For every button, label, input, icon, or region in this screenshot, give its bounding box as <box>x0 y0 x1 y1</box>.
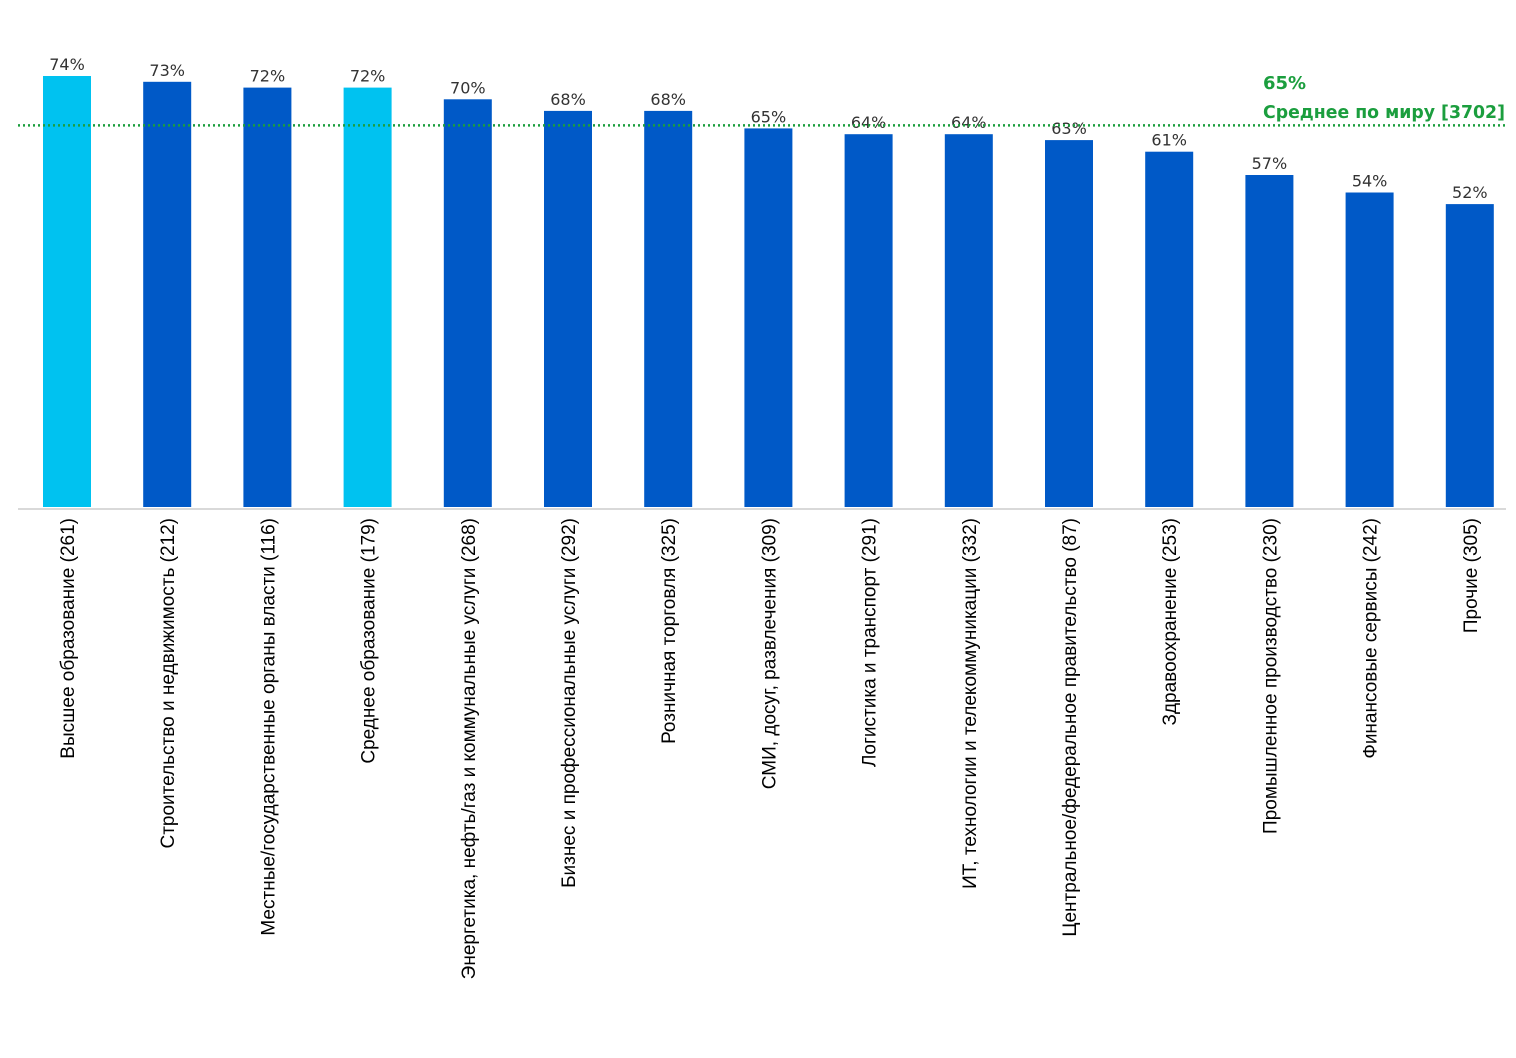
bar-value-label: 64% <box>951 113 987 132</box>
bar <box>343 87 392 507</box>
bar <box>43 76 91 507</box>
bar <box>1145 151 1194 507</box>
bar-value-label: 74% <box>49 55 85 74</box>
bar <box>443 99 492 508</box>
bar <box>644 110 693 508</box>
category-label: Центральное/федеральное правительство (8… <box>1060 518 1081 937</box>
bar-value-label: 73% <box>149 61 185 80</box>
bar-value-label: 70% <box>450 78 486 97</box>
bar-value-label: 64% <box>851 113 887 132</box>
category-label: СМИ, досуг, развлечения (309) <box>759 518 780 789</box>
category-label: Бизнес и профессиональные услуги (292) <box>559 518 580 888</box>
category-label: Местные/государственные органы власти (1… <box>258 518 279 936</box>
bar <box>243 87 292 507</box>
bar-value-label: 68% <box>650 90 686 109</box>
category-label: Здравоохранение (253) <box>1160 518 1181 726</box>
value-labels-group: 74% 73% 72% 72% 70% 68% 68% 65% 64% 64% 63% 61% 57% 5… <box>49 55 1487 202</box>
bar-value-label: 65% <box>751 107 787 126</box>
bar <box>544 110 592 508</box>
world-average-label: Среднее по миру [3702] <box>1263 102 1505 123</box>
bar-value-label: 52% <box>1452 183 1488 202</box>
category-label: ИТ, технологии и телекоммуникации (332) <box>960 518 981 889</box>
category-label: Строительство и недвижимость (212) <box>158 518 179 849</box>
bar-value-label: 68% <box>550 90 586 109</box>
bar <box>1045 140 1093 507</box>
bars-group <box>43 76 1494 508</box>
bar <box>1345 192 1394 507</box>
category-labels-group: Высшее образование (261) Строительство и … <box>58 518 1482 979</box>
bar <box>944 134 993 507</box>
category-label: Розничная торговля (325) <box>659 518 680 744</box>
bar-value-label: 54% <box>1352 172 1388 191</box>
category-label: Энергетика, нефть/газ и коммунальные усл… <box>459 518 480 979</box>
category-label: Среднее образование (179) <box>359 518 380 764</box>
category-label: Финансовые сервисы (242) <box>1361 518 1382 759</box>
bar <box>1245 175 1294 507</box>
bar <box>844 134 893 507</box>
bar-value-label: 61% <box>1151 131 1187 150</box>
category-label: Прочие (305) <box>1461 518 1482 633</box>
bar <box>744 128 793 507</box>
bar <box>143 81 192 508</box>
bar-value-label: 57% <box>1252 154 1288 173</box>
category-label: Высшее образование (261) <box>58 518 79 759</box>
bar-value-label: 72% <box>350 67 386 86</box>
category-label: Промышленное производство (230) <box>1260 518 1281 834</box>
category-label: Логистика и транспорт (291) <box>860 518 881 767</box>
world-average-value: 65% <box>1263 73 1306 94</box>
bar-value-label: 63% <box>1051 119 1087 138</box>
bar <box>1445 204 1494 507</box>
bar-value-label: 72% <box>250 67 286 86</box>
